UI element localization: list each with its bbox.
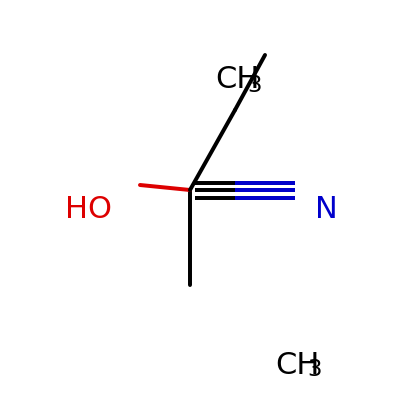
Text: 3: 3: [247, 74, 262, 96]
Text: CH: CH: [215, 66, 259, 94]
Text: N: N: [315, 196, 338, 224]
Text: 3: 3: [307, 358, 322, 382]
Text: CH: CH: [275, 350, 319, 380]
Text: HO: HO: [65, 196, 112, 224]
